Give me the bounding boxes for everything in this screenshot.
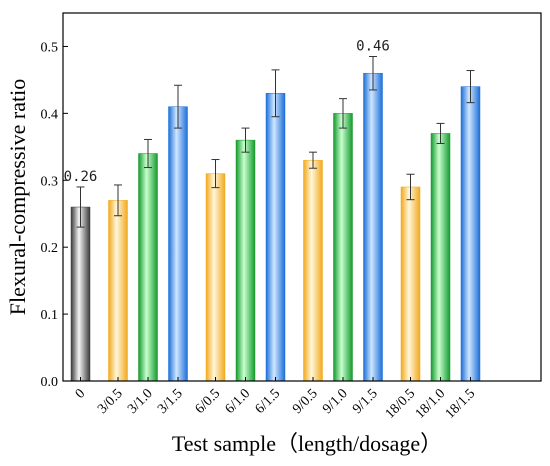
- annotations-layer: 0.26 0.46: [64, 38, 390, 184]
- bar-6-1-5: [265, 93, 286, 382]
- data-label: 0.26: [64, 169, 98, 185]
- x-tick-label: 9/1.5: [350, 386, 381, 417]
- bar-6-0-5: [205, 173, 226, 382]
- error-bar-9-0-5: [309, 151, 317, 169]
- x-tick-label: 9/0.5: [290, 386, 321, 417]
- x-tick-label: 18/1.5: [443, 386, 479, 422]
- error-bar-18-0-5: [406, 173, 415, 201]
- bar-9-0-5: [303, 159, 323, 382]
- y-tick-label: 0.1: [41, 308, 59, 323]
- x-tick-label: 0: [73, 386, 89, 402]
- y-tick-label: 0.3: [41, 174, 59, 189]
- y-tick-label: 0.0: [41, 375, 59, 390]
- bar-9-1-5: [363, 72, 383, 382]
- error-bar-9-1-5: [369, 55, 377, 91]
- bar-6-1-0: [235, 139, 256, 382]
- y-axis: 0.0 0.1 0.2 0.3 0.4 0.5: [41, 40, 68, 390]
- x-axis-title: Test sample（length/dosage）: [172, 431, 442, 456]
- x-tick-label: 18/1.0: [413, 386, 449, 422]
- error-bar-6-1-5: [271, 69, 280, 118]
- error-bar-9-1-0: [339, 98, 347, 129]
- error-bar-18-1-0: [436, 122, 445, 144]
- bar-3-1-5: [168, 106, 188, 382]
- error-bar-0: [76, 186, 85, 228]
- x-tick-label: 3/1.0: [125, 386, 156, 417]
- bar-18-1-0: [430, 133, 451, 382]
- error-bar-6-0-5: [211, 159, 220, 189]
- x-tick-label: 3/1.5: [155, 386, 186, 417]
- x-axis: 0 3/0.5 3/1.0 3/1.5 6/0.5 6/1.0 6/1.5 9/0.5 9/1.…: [73, 377, 479, 422]
- y-axis-title: Flexural-compressive ratio: [5, 79, 30, 315]
- x-tick-label: 6/1.0: [223, 386, 254, 417]
- bar-0: [70, 206, 91, 382]
- bar-3-1-0: [138, 153, 158, 382]
- y-tick-label: 0.4: [41, 107, 59, 122]
- error-bar-3-0-5: [114, 184, 122, 217]
- error-bars-layer: [76, 55, 475, 228]
- bar-9-1-0: [333, 113, 353, 382]
- data-label: 0.46: [356, 38, 390, 54]
- error-bar-3-1-5: [174, 84, 182, 129]
- bar-3-0-5: [108, 200, 128, 382]
- x-tick-label: 3/0.5: [95, 386, 126, 417]
- x-tick-label: 6/0.5: [193, 386, 224, 417]
- error-bar-6-1-0: [241, 127, 250, 153]
- error-bar-18-1-5: [466, 70, 475, 104]
- x-tick-label: 6/1.5: [253, 386, 284, 417]
- error-bar-3-1-0: [144, 138, 152, 169]
- y-tick-label: 0.2: [41, 241, 59, 256]
- plot-frame: [62, 12, 542, 382]
- bars-layer: [70, 72, 481, 382]
- bar-18-0-5: [400, 186, 421, 382]
- bar-18-1-5: [460, 86, 481, 382]
- x-tick-label: 9/1.0: [320, 386, 351, 417]
- y-tick-label: 0.5: [41, 40, 59, 55]
- x-tick-label: 18/0.5: [383, 386, 419, 422]
